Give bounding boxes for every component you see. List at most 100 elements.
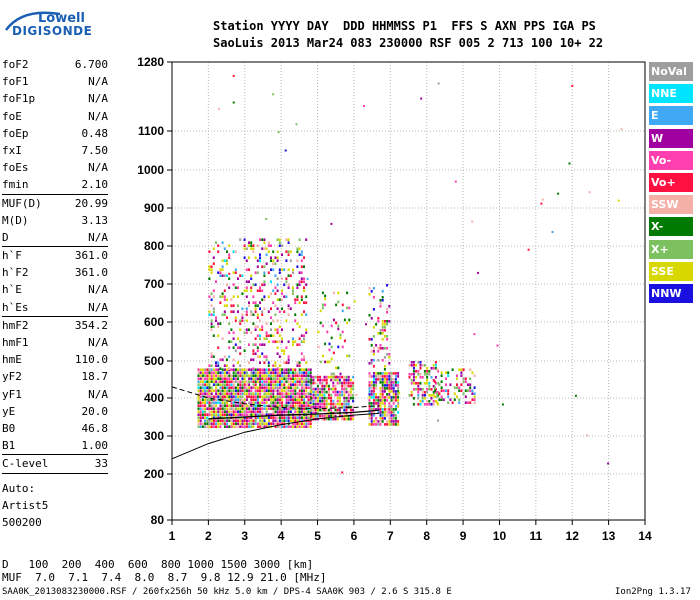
echo-dot <box>377 332 380 335</box>
echo-dot <box>259 286 261 289</box>
echo-dot <box>325 417 328 421</box>
echo-dot <box>237 337 239 340</box>
echo-dot <box>453 398 456 401</box>
echo-dot <box>294 389 297 392</box>
echo-dot <box>223 304 226 307</box>
echo-dot <box>571 84 574 87</box>
echo-dot <box>294 416 297 419</box>
echo-dot <box>276 352 279 355</box>
echo-dot <box>445 383 447 386</box>
echo-dot <box>267 340 270 343</box>
echo-dot <box>232 358 235 361</box>
echo-dot <box>388 408 391 411</box>
echo-dot <box>272 416 275 419</box>
echo-dot <box>254 422 257 425</box>
echo-dot <box>300 401 303 404</box>
echo-dot <box>334 414 337 418</box>
echo-dot <box>332 399 335 403</box>
echo-dot <box>296 392 299 395</box>
echo-dot <box>250 331 253 334</box>
echo-dot <box>383 347 386 350</box>
echo-dot <box>219 395 222 398</box>
echo-dot <box>281 389 284 392</box>
echo-dot <box>423 364 426 367</box>
echo-dot <box>447 401 450 404</box>
echo-dot <box>390 375 393 378</box>
echo-dot <box>386 320 389 323</box>
echo-dot <box>278 271 281 274</box>
echo-dot <box>292 383 295 386</box>
echo-dot <box>303 301 305 304</box>
echo-dot <box>204 401 207 404</box>
echo-dot <box>372 414 375 417</box>
echo-dot <box>341 303 344 307</box>
echo-dot <box>199 389 202 392</box>
echo-dot <box>417 361 420 364</box>
echo-dot <box>281 368 284 371</box>
echo-dot <box>379 390 382 393</box>
echo-dot <box>292 407 295 410</box>
echo-dot <box>212 398 215 401</box>
echo-dot <box>319 396 322 400</box>
echo-dot <box>397 372 400 375</box>
echo-dot <box>208 395 211 398</box>
x-tick-label: 3 <box>241 529 248 543</box>
echo-dot <box>383 320 386 323</box>
echo-dot <box>321 405 324 409</box>
echo-dot <box>343 378 346 382</box>
param-row: foE N/A <box>2 108 108 125</box>
echo-dot <box>368 411 371 414</box>
echo-dot <box>325 375 328 379</box>
echo-dot <box>321 396 324 400</box>
echo-dot <box>250 422 253 425</box>
echo-dot <box>267 416 270 419</box>
echo-dot <box>325 384 328 388</box>
echo-dot <box>210 386 213 389</box>
echo-dot <box>334 390 337 394</box>
echo-dot <box>228 367 231 370</box>
echo-dot <box>319 387 322 391</box>
echo-dot <box>394 372 397 375</box>
echo-dot <box>245 328 248 331</box>
echo-dot <box>272 340 275 343</box>
echo-dot <box>265 358 268 361</box>
echo-dot <box>588 191 591 194</box>
echo-dot <box>250 410 253 413</box>
echo-dot <box>428 400 431 403</box>
echo-dot <box>327 393 330 397</box>
echo-dot <box>261 371 264 374</box>
echo-dot <box>440 395 443 398</box>
echo-dot <box>379 378 382 381</box>
echo-dot <box>410 373 413 376</box>
echo-dot <box>325 405 328 409</box>
echo-dot <box>372 423 375 426</box>
echo-dot <box>270 392 273 395</box>
param-label: h`E <box>2 283 22 297</box>
echo-dot <box>408 364 411 367</box>
echo-dot <box>267 295 270 298</box>
echo-dot <box>274 383 277 386</box>
echo-dot <box>372 359 375 362</box>
echo-dot <box>390 381 393 384</box>
echo-dot <box>270 404 273 407</box>
param-value: N/A <box>88 300 108 314</box>
echo-dot <box>392 393 395 396</box>
echo-dot <box>372 402 375 405</box>
echo-dot <box>285 419 288 422</box>
echo-dot <box>307 416 310 419</box>
echo-dot <box>278 425 281 428</box>
echo-dot <box>417 385 420 388</box>
echo-dot <box>245 425 248 428</box>
echo-dot <box>303 425 306 428</box>
echo-dot <box>248 422 251 425</box>
echo-dot <box>392 408 395 411</box>
echo-dot <box>319 375 322 379</box>
echo-dot <box>219 380 222 383</box>
echo-dot <box>421 394 424 397</box>
echo-dot <box>197 419 200 422</box>
x-tick-label: 1 <box>169 529 176 543</box>
echo-dot <box>248 361 250 364</box>
echo-dot <box>219 422 222 425</box>
echo-dot <box>381 290 384 293</box>
echo-dot <box>248 241 250 244</box>
